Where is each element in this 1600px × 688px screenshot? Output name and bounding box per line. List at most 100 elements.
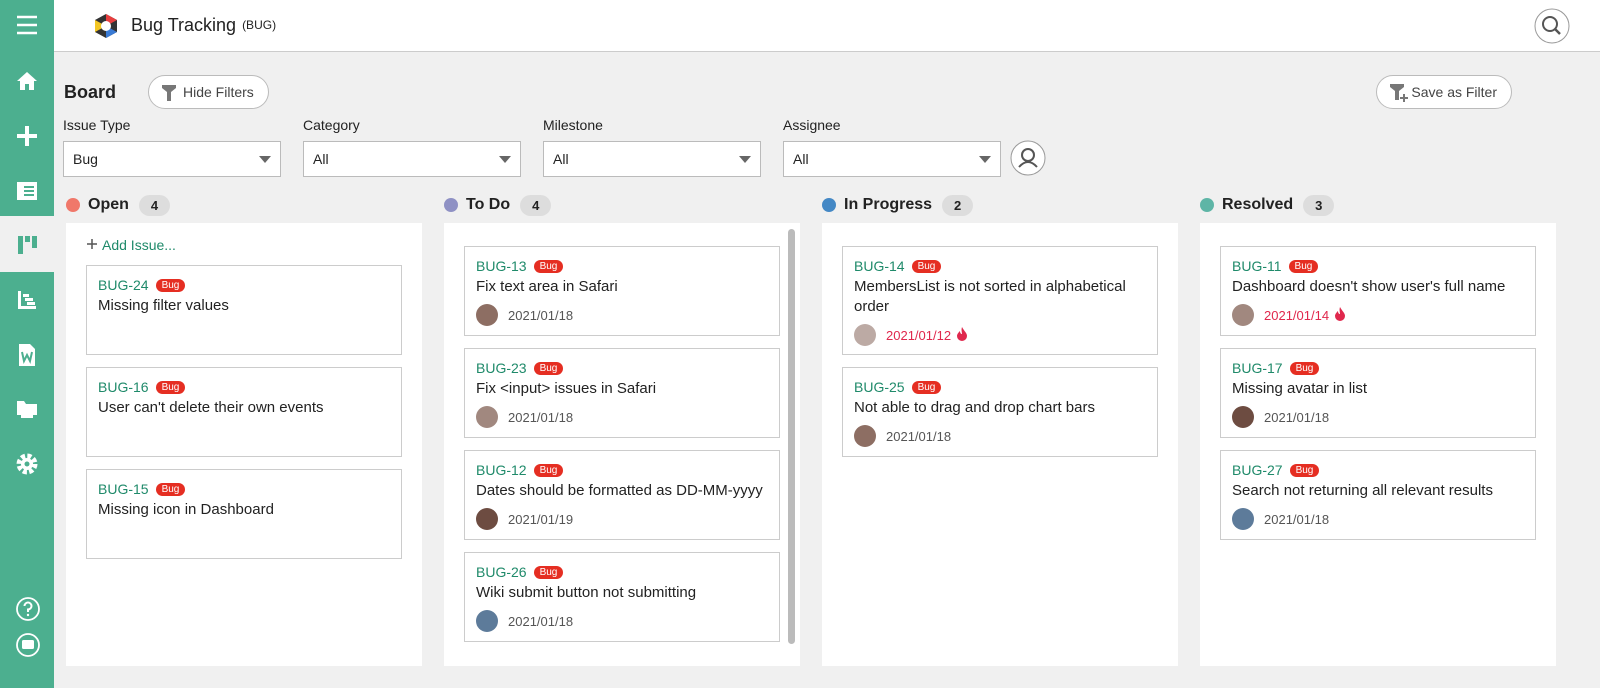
status-dot [822,198,836,212]
add-issue[interactable]: Add Issue... [86,237,402,253]
due-date: 2021/01/14 [1264,307,1330,323]
settings-icon[interactable] [15,452,39,476]
issue-key: BUG-15 [98,481,149,497]
card-top: BUG-23 Bug [476,360,768,376]
filter-icon [1390,84,1409,102]
issue-card[interactable]: BUG-11 Bug Dashboard doesn't show user's f… [1220,246,1536,336]
avatar [476,406,498,428]
issue-summary: Wiki submit button not submitting [476,584,697,601]
overdue-icon [1329,306,1346,324]
card-top: BUG-12 Bug [476,462,768,478]
home-icon[interactable] [15,70,39,92]
column-name: To Do [466,196,511,213]
column: To Do 4 BUG-13 Bug Fix text area in Safari 20… [444,192,800,666]
filter-select[interactable]: All [783,141,1001,177]
issue-key: BUG-27 [1232,462,1283,478]
issue-card[interactable]: BUG-25 Bug Not able to drag and drop chart… [842,367,1158,457]
filter-select[interactable]: Bug [63,141,281,177]
issue-key: BUG-13 [476,258,527,274]
card-meta: 2021/01/18 [476,304,768,326]
issue-type-badge: Bug [155,278,186,292]
issue-card[interactable]: BUG-14 Bug MembersList is not sorted in al… [842,246,1158,355]
issue-count: 2 [942,194,974,216]
issue-summary: Fix text area in Safari [476,278,618,295]
header: Bug Tracking (BUG) [54,0,1600,52]
column-header: In Progress 2 [822,192,1178,218]
filter-label: Issue Type [63,117,131,133]
issue-card[interactable]: BUG-24 Bug Missing filter values [86,265,402,355]
menu-icon[interactable] [15,14,39,36]
card-top: BUG-26 Bug [476,564,768,580]
issue-card[interactable]: BUG-27 Bug Search not returning all releva… [1220,450,1536,540]
card-top: BUG-11 Bug [1232,258,1524,274]
avatar [476,508,498,530]
issue-count: 4 [520,194,552,216]
issue-count: 3 [1303,194,1335,216]
column: In Progress 2 BUG-14 Bug MembersList is not … [822,192,1178,666]
title-text: Bug Tracking [131,15,237,35]
hide-filters-button[interactable]: Hide Filters [148,75,269,109]
issue-type-badge: Bug [1289,463,1320,477]
avatar [854,324,876,346]
chat-icon[interactable] [15,632,41,658]
issue-card[interactable]: BUG-13 Bug Fix text area in Safari 2021/01/… [464,246,780,336]
add-icon[interactable] [15,125,39,147]
issue-card[interactable]: BUG-16 Bug User can't delete their own eve… [86,367,402,457]
wiki-icon[interactable] [15,343,39,367]
issue-type-badge: Bug [911,380,942,394]
avatar [1232,406,1254,428]
avatar [1232,304,1254,326]
issue-key: BUG-25 [854,379,905,395]
issue-summary: Fix <input> issues in Safari [476,380,657,397]
column-body: BUG-14 Bug MembersList is not sorted in al… [822,223,1178,666]
button-label: Save as Filter [1411,84,1497,100]
issue-type-badge: Bug [155,482,186,496]
search-button[interactable] [1534,8,1570,44]
card-top: BUG-25 Bug [854,379,1146,395]
project-title: Bug Tracking (BUG) [131,15,276,36]
help-icon[interactable] [15,596,41,622]
card-meta: 2021/01/18 [1232,406,1524,428]
due-date: 2021/01/18 [508,613,574,629]
avatar [854,425,876,447]
filter-select[interactable]: All [303,141,521,177]
save-filter-button[interactable]: Save as Filter [1376,75,1512,109]
my-issues-button[interactable] [1010,140,1046,176]
issue-key: BUG-16 [98,379,149,395]
filter-select[interactable]: All [543,141,761,177]
card-meta: 2021/01/18 [854,425,1146,447]
active-bg [0,216,54,272]
card-top: BUG-13 Bug [476,258,768,274]
issue-card[interactable]: BUG-17 Bug Missing avatar in list 2021/01/1… [1220,348,1536,438]
issue-summary: Search not returning all relevant result… [1232,482,1493,499]
column: Resolved 3 BUG-11 Bug Dashboard doesn't show… [1200,192,1556,666]
list-icon[interactable] [15,180,39,202]
issue-type-badge: Bug [155,380,186,394]
scrollbar [788,229,795,644]
sidebar [0,0,54,688]
issue-card[interactable]: BUG-23 Bug Fix <input> issues in Safari 202… [464,348,780,438]
due-date: 2021/01/18 [1264,409,1330,425]
files-icon[interactable] [15,398,39,420]
issue-card[interactable]: BUG-12 Bug Dates should be formatted as DD… [464,450,780,540]
issue-key: BUG-24 [98,277,149,293]
filter-label: Category [303,117,360,133]
column-name: Open [88,196,129,213]
card-top: BUG-14 Bug [854,258,1146,274]
plus-icon [86,237,102,253]
issue-summary: Missing avatar in list [1232,380,1368,397]
card-meta: 2021/01/18 [1232,508,1524,530]
avatar [476,610,498,632]
board-icon[interactable] [15,234,39,256]
issue-type-badge: Bug [533,565,564,579]
column-name: In Progress [844,196,933,213]
issue-summary: Missing icon in Dashboard [98,501,274,518]
column-header: Open 4 [66,192,422,218]
issue-card[interactable]: BUG-15 Bug Missing icon in Dashboard [86,469,402,559]
gantt-icon[interactable] [15,289,39,311]
issue-summary: Not able to drag and drop chart bars [854,399,1095,416]
issue-type-badge: Bug [1289,361,1320,375]
issue-card[interactable]: BUG-26 Bug Wiki submit button not submitti… [464,552,780,642]
filter-label: Milestone [543,117,603,133]
column-body: BUG-13 Bug Fix text area in Safari 2021/01/… [444,223,800,666]
